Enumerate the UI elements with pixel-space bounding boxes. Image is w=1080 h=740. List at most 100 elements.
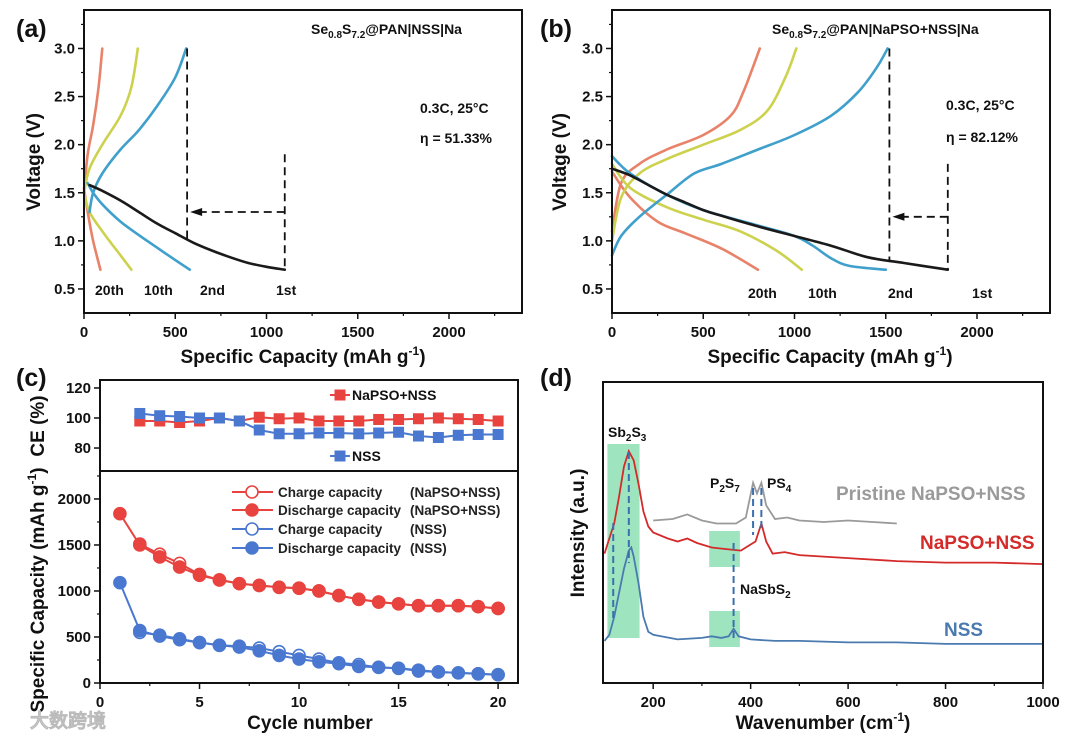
plot-frame-d xyxy=(602,381,1044,684)
y-tick-label: 500 xyxy=(66,629,91,646)
discharge-point xyxy=(152,629,167,643)
capacity-legend: Charge capacity (NaPSO+NSS) Discharge ca… xyxy=(278,485,500,556)
discharge-point xyxy=(451,598,466,613)
discharge-point xyxy=(252,578,267,593)
cycle-label-2nd: 2nd xyxy=(888,285,913,301)
discharge-point xyxy=(292,652,306,666)
legend-group: (NaPSO+NSS) xyxy=(410,485,500,500)
legend-label: Discharge capacity xyxy=(278,541,402,556)
x-tick-label: 0 xyxy=(608,324,616,341)
legend-square-icon xyxy=(334,389,346,401)
discharge-point xyxy=(371,660,386,675)
ce-point xyxy=(412,430,424,442)
y-tick-label: 1000 xyxy=(58,583,91,600)
panel-label-b: (b) xyxy=(540,15,572,43)
ce-point xyxy=(432,432,444,444)
cycle-label-20th: 20th xyxy=(95,282,124,298)
highlight-nasbs2-lower xyxy=(709,611,740,647)
y-tick-label: 2.5 xyxy=(54,89,75,106)
ce-point xyxy=(213,412,225,424)
ce-point xyxy=(273,428,285,440)
discharge-point xyxy=(272,580,286,595)
series-label-pristine: Pristine NaPSO+NSS xyxy=(836,484,1026,505)
discharge-point xyxy=(292,581,306,596)
curve-10th-charge xyxy=(82,47,140,195)
y-tick-label: 100 xyxy=(66,410,91,427)
legend-marker-icon xyxy=(245,485,259,499)
curve-1st-discharge xyxy=(610,167,950,271)
discharge-point xyxy=(332,656,346,671)
peak-label-ps4: PS4 xyxy=(767,475,792,495)
y-tick-label: 2.5 xyxy=(582,89,603,106)
discharge-point xyxy=(471,666,485,681)
x-tick-label: 5 xyxy=(195,694,203,711)
discharge-point xyxy=(411,598,426,613)
y-tick-label: 1.5 xyxy=(582,185,603,202)
y-tick-label: 2.0 xyxy=(54,137,75,154)
x-tick-label: 1000 xyxy=(1026,694,1059,711)
x-tick-label: 400 xyxy=(738,694,763,711)
discharge-point xyxy=(431,665,446,679)
x-tick-label: 2000 xyxy=(960,324,993,341)
ce-point xyxy=(393,413,405,425)
ce-point xyxy=(194,412,206,424)
panel-b-condition: 0.3C, 25°C xyxy=(946,97,1015,113)
y-tick-label: 1.0 xyxy=(54,233,75,250)
ce-point xyxy=(353,428,365,440)
discharge-point xyxy=(332,588,346,603)
panel-label-c: (c) xyxy=(16,364,47,392)
ce-point xyxy=(452,413,464,425)
ce-point xyxy=(333,427,345,439)
discharge-point xyxy=(113,575,127,590)
y-tick-label: 3.0 xyxy=(54,40,75,57)
legend-group: (NSS) xyxy=(410,522,447,537)
curve-10th-discharge xyxy=(610,162,804,271)
ce-point xyxy=(472,413,484,425)
y-tick-label: 0.5 xyxy=(582,281,603,298)
discharge-point xyxy=(192,635,207,650)
x-tick-label: 1000 xyxy=(250,324,283,341)
curve-10th-charge xyxy=(610,47,798,243)
ce-point xyxy=(492,415,504,427)
y-tick-label: 80 xyxy=(74,440,91,457)
cycle-label-1st: 1st xyxy=(972,285,993,301)
legend-group: (NSS) xyxy=(410,541,447,556)
peak-label-p2s7: P2S7 xyxy=(710,475,740,495)
plot-frame-b xyxy=(611,9,1051,314)
plot-frame-c xyxy=(99,379,519,684)
panel-b-ylabel: Voltage (V) xyxy=(550,113,571,211)
panel-b-xlabel: Specific Capacity (mAh g-1) xyxy=(707,344,952,368)
legend-ce-nss: NSS xyxy=(352,448,381,464)
ce-point xyxy=(432,412,444,424)
arrow-head-icon xyxy=(892,212,905,221)
peak-label-sb2s3: Sb2S3 xyxy=(608,424,647,444)
panel-label-a: (a) xyxy=(16,15,47,43)
panel-label-d: (d) xyxy=(540,364,572,392)
discharge-point xyxy=(192,568,207,583)
ce-point xyxy=(293,412,305,424)
ce-point xyxy=(373,413,385,425)
series-label-nss: NSS xyxy=(944,620,983,641)
discharge-point xyxy=(133,538,147,552)
ce-point xyxy=(293,428,305,440)
ce-point xyxy=(492,429,504,441)
discharge-point xyxy=(232,576,247,591)
discharge-point xyxy=(212,573,227,587)
ce-point xyxy=(253,424,265,436)
ce-point xyxy=(313,415,325,427)
panel-c-ce-ylabel: CE (%) xyxy=(28,395,49,456)
y-tick-label: 120 xyxy=(66,380,91,397)
y-tick-label: 2.0 xyxy=(582,137,603,154)
peak-label-nasbs2: NaSbS2 xyxy=(740,581,791,601)
discharge-point xyxy=(351,659,366,674)
y-tick-label: 1500 xyxy=(58,537,91,554)
discharge-point xyxy=(252,643,267,658)
x-tick-label: 1500 xyxy=(341,324,374,341)
panel-a-title: Se0.8S7.2@PAN|NSS|Na xyxy=(311,21,462,41)
x-tick-label: 500 xyxy=(691,324,716,341)
cycle-label-20th: 20th xyxy=(748,285,777,301)
x-tick-label: 20 xyxy=(490,694,507,711)
x-tick-label: 2000 xyxy=(432,324,465,341)
discharge-point xyxy=(491,601,505,616)
cycle-label-10th: 10th xyxy=(808,285,837,301)
